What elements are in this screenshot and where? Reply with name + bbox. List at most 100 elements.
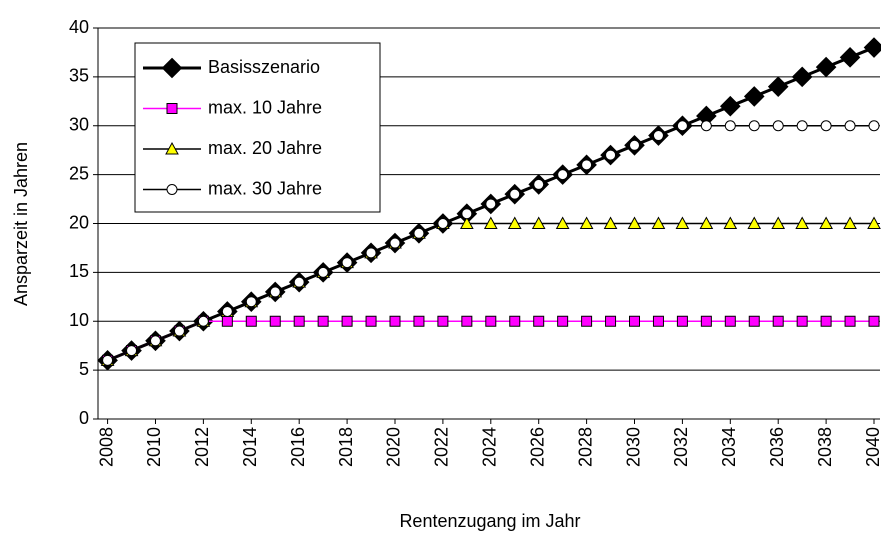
y-tick-label: 0 [79, 408, 89, 428]
marker [700, 315, 712, 327]
series-line [107, 222, 875, 362]
marker [771, 216, 786, 229]
marker [863, 37, 881, 58]
x-tick-label: 2014 [240, 427, 260, 467]
marker [161, 57, 183, 79]
marker [102, 354, 114, 366]
marker [507, 216, 522, 229]
marker [341, 315, 353, 327]
y-tick-label: 5 [79, 359, 89, 379]
marker [149, 335, 161, 347]
marker [772, 315, 784, 327]
marker [245, 296, 257, 308]
marker [796, 315, 808, 327]
marker [819, 216, 833, 229]
x-tick-label: 2018 [336, 427, 356, 467]
marker [269, 286, 281, 298]
marker [843, 216, 857, 229]
marker [839, 47, 861, 68]
legend-label: max. 10 Jahre [208, 97, 322, 117]
series [100, 216, 881, 366]
marker [437, 218, 449, 229]
marker [724, 120, 736, 132]
x-tick-label: 2010 [144, 427, 164, 467]
marker [533, 178, 545, 190]
marker [815, 56, 837, 78]
marker [317, 266, 329, 278]
y-tick-label: 30 [69, 115, 89, 135]
marker [317, 315, 329, 327]
marker [868, 120, 880, 132]
x-tick-label: 2020 [384, 427, 404, 467]
legend-label: max. 30 Jahre [208, 178, 322, 198]
series [102, 120, 880, 366]
y-tick-label: 15 [69, 261, 89, 281]
marker [197, 315, 209, 327]
marker [627, 216, 642, 229]
legend-label: max. 20 Jahre [208, 138, 322, 158]
marker [166, 103, 178, 114]
marker [221, 315, 233, 327]
marker [791, 66, 813, 88]
marker [603, 216, 618, 229]
marker [652, 315, 664, 327]
legend: Basisszenario max. 10 Jahre max. 20 Jahre m… [134, 42, 381, 213]
marker [796, 120, 808, 132]
marker [221, 305, 233, 317]
y-axis-title: Ansparzeit in Jahren [11, 142, 31, 306]
marker [389, 315, 401, 327]
marker [719, 95, 741, 117]
marker [724, 315, 736, 327]
x-tick-label: 2032 [671, 427, 691, 467]
marker [166, 184, 178, 195]
marker [365, 315, 377, 327]
series [102, 315, 880, 366]
marker [767, 76, 789, 97]
marker [605, 149, 617, 161]
marker [868, 315, 880, 327]
y-tick-label: 35 [69, 66, 89, 86]
x-tick-label: 2030 [623, 427, 643, 467]
x-tick-label: 2038 [815, 427, 835, 467]
marker [413, 315, 425, 327]
marker [700, 120, 712, 132]
marker [365, 247, 377, 259]
marker [651, 216, 666, 229]
x-tick-label: 2016 [288, 427, 308, 467]
marker [389, 237, 401, 249]
marker [867, 216, 881, 229]
marker [581, 315, 593, 327]
marker [723, 216, 738, 229]
marker [126, 345, 138, 357]
x-tick-label: 2024 [480, 427, 500, 467]
marker [747, 216, 762, 229]
marker [460, 216, 474, 229]
marker [245, 315, 257, 327]
marker [461, 208, 473, 220]
x-tick-label: 2028 [575, 427, 595, 467]
marker [629, 315, 641, 327]
marker [293, 315, 305, 327]
x-tick-label: 2040 [863, 427, 881, 467]
marker [509, 315, 521, 327]
marker [743, 86, 765, 107]
marker [509, 188, 521, 200]
marker [675, 216, 690, 229]
marker [531, 216, 546, 229]
marker [461, 315, 473, 327]
marker [341, 257, 353, 269]
marker [579, 216, 594, 229]
y-tick-label: 20 [69, 212, 89, 232]
marker [483, 216, 498, 229]
marker [795, 216, 810, 229]
marker [820, 315, 832, 327]
marker [557, 315, 569, 327]
marker [748, 120, 760, 132]
x-tick-label: 2008 [96, 427, 116, 467]
y-tick-label: 10 [69, 310, 89, 330]
x-tick-label: 2036 [767, 427, 787, 467]
x-tick-label: 2034 [719, 427, 739, 467]
marker [555, 216, 570, 229]
marker [676, 120, 688, 132]
